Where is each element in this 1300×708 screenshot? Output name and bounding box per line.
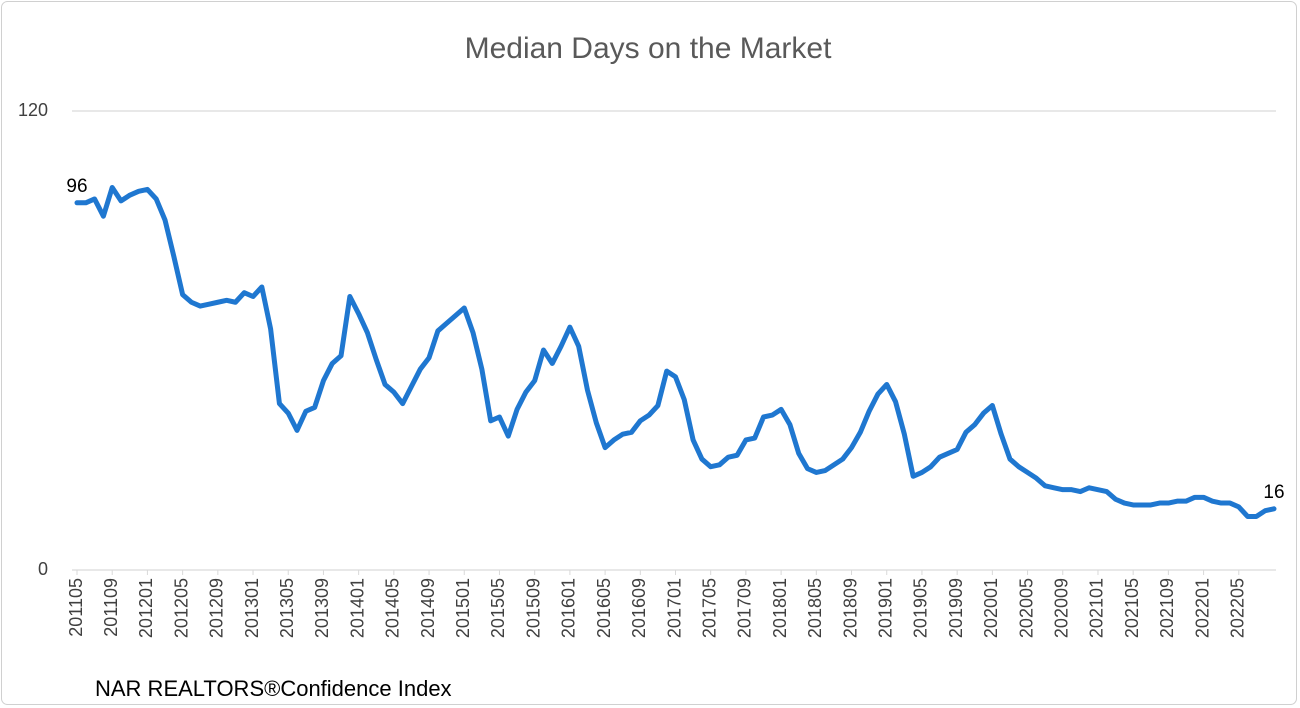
x-tick-label: 201309	[312, 578, 332, 638]
x-tick-label: 201901	[875, 578, 895, 638]
x-tick-label: 201105	[66, 578, 86, 637]
x-tick-label: 201809	[840, 578, 860, 638]
x-tick-label: 202101	[1087, 578, 1107, 638]
x-tick-label: 202201	[1192, 578, 1212, 638]
x-tick-label: 201805	[805, 578, 825, 638]
x-tick-label: 201601	[559, 578, 579, 638]
x-tick-label: 201409	[418, 578, 438, 638]
data-label: 96	[66, 176, 87, 197]
x-tick-label: 201605	[594, 578, 614, 638]
x-tick-label: 201209	[207, 578, 227, 638]
x-tick-label: 202105	[1122, 578, 1142, 638]
x-tick-label: 201609	[629, 578, 649, 638]
x-tick-label: 202109	[1157, 578, 1177, 638]
x-tick-label: 201509	[523, 578, 543, 638]
x-tick-label: 201905	[911, 578, 931, 638]
y-tick-label: 120	[18, 100, 48, 120]
x-tick-label: 201305	[277, 578, 297, 638]
x-tick-label: 202005	[1016, 578, 1036, 638]
chart-title: Median Days on the Market	[465, 32, 833, 65]
x-tick-label: 201301	[242, 578, 262, 638]
x-tick-label: 202001	[981, 578, 1001, 638]
x-tick-label: 201501	[453, 578, 473, 638]
x-tick-label: 202205	[1228, 578, 1248, 638]
x-tick-label: 201109	[101, 578, 121, 637]
x-tick-label: 201701	[664, 578, 684, 638]
x-tick-label: 201705	[699, 578, 719, 638]
source-note: NAR REALTORS®Confidence Index	[95, 676, 452, 701]
x-tick-label: 201201	[136, 578, 156, 638]
x-tick-label: 201909	[946, 578, 966, 638]
x-tick-label: 201401	[347, 578, 367, 638]
y-tick-label: 0	[38, 559, 48, 579]
data-line	[74, 185, 1277, 519]
x-tick-label: 201205	[171, 578, 191, 638]
x-tick-label: 202009	[1052, 578, 1072, 638]
x-tick-label: 201801	[770, 578, 790, 638]
x-tick-label: 201505	[488, 578, 508, 638]
data-label: 16	[1263, 482, 1284, 503]
x-tick-label: 201709	[735, 578, 755, 638]
x-tick-label: 201405	[383, 578, 403, 638]
